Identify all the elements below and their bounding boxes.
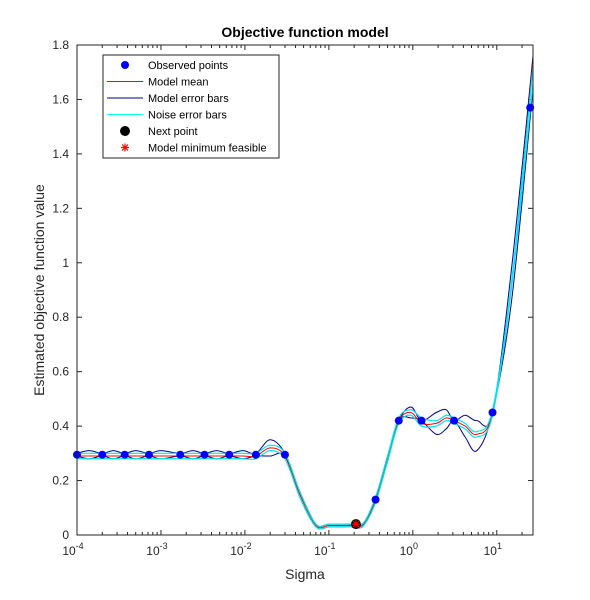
x-tick-label: 101: [484, 541, 502, 558]
observed-point: [120, 450, 129, 459]
observed-point: [225, 450, 234, 459]
observed-point: [417, 416, 426, 425]
legend-item: Next point: [120, 126, 198, 138]
x-axis-label: Sigma: [285, 566, 325, 582]
y-tick-label: 0.6: [52, 365, 69, 379]
legend-label: Observed points: [148, 60, 229, 72]
x-tick-label: 10-1: [314, 541, 335, 558]
legend-label: Noise error bars: [148, 110, 227, 122]
x-tick-label: 10-2: [230, 541, 251, 558]
legend-label: Model error bars: [148, 93, 229, 105]
plot-box: [76, 44, 534, 536]
legend-item: Model mean: [107, 77, 209, 89]
legend-label: Model minimum feasible: [148, 143, 267, 155]
legend-label: Next point: [148, 126, 198, 138]
x-tick-label: 10-4: [62, 541, 83, 558]
y-axis-label: Estimated objective function value: [31, 184, 47, 396]
legend-item: Noise error bars: [107, 110, 227, 122]
observed-point: [176, 450, 185, 459]
y-tick-label: 1.4: [52, 147, 69, 161]
y-tick-label: 1.8: [52, 38, 69, 52]
observed-point: [98, 450, 107, 459]
observed-point: [200, 450, 209, 459]
legend-item: Model error bars: [107, 93, 229, 105]
legend-marker: [121, 61, 129, 69]
observed-point: [526, 103, 535, 112]
y-tick-label: 1.2: [52, 201, 69, 215]
axes: 10-4 10-3 10-2 10-1 100 101 0 0.2 0.4 0.6 0.8 1 1.2 1…: [52, 38, 533, 558]
observed-point: [280, 450, 289, 459]
legend-marker: [120, 126, 130, 136]
legend-item: Model minimum feasible: [121, 143, 267, 155]
y-tick-label: 0: [62, 528, 69, 542]
observed-point: [488, 408, 497, 417]
y-tick-label: 1: [62, 256, 69, 270]
model-minimum-feasible-marker: [351, 520, 360, 529]
legend-item: Observed points: [121, 60, 229, 72]
observed-point: [450, 416, 459, 425]
observed-point: [394, 416, 403, 425]
legend-label: Model mean: [148, 77, 209, 89]
observed-point: [251, 450, 260, 459]
observed-point: [371, 495, 380, 504]
y-tick-label: 0.8: [52, 310, 69, 324]
chart-title: Objective function model: [221, 24, 388, 40]
y-tick-label: 0.2: [52, 474, 69, 488]
x-tick-label: 100: [400, 541, 418, 558]
legend: Observed points Model mean Model error bar…: [102, 54, 280, 159]
observed-point: [144, 450, 153, 459]
legend-box: [102, 54, 280, 159]
y-tick-label: 1.6: [52, 92, 69, 106]
x-tick-label: 10-3: [146, 541, 167, 558]
y-tick-label: 0.4: [52, 419, 69, 433]
marker-layer: [73, 103, 535, 530]
legend-star: [121, 143, 129, 152]
